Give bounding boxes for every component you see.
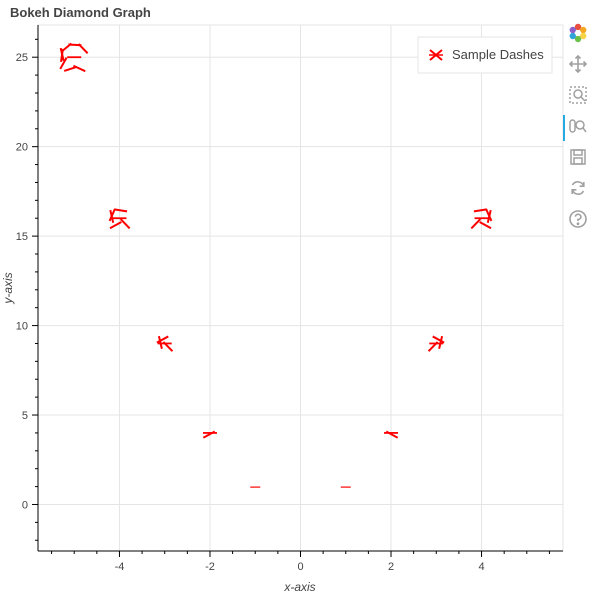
y-tick-label: 25 bbox=[16, 52, 28, 64]
y-axis-label: y-axis bbox=[1, 272, 15, 304]
y-tick-label: 20 bbox=[16, 142, 28, 154]
x-tick-label: 0 bbox=[297, 561, 303, 573]
x-tick-label: 2 bbox=[388, 561, 394, 573]
legend[interactable]: Sample Dashes bbox=[417, 36, 553, 74]
x-tick-label: 4 bbox=[478, 561, 484, 573]
data-point[interactable] bbox=[427, 335, 445, 352]
dash-mark bbox=[114, 208, 128, 213]
data-point[interactable] bbox=[108, 208, 131, 230]
y-tick-label: 15 bbox=[16, 231, 28, 243]
y-tick-label: 5 bbox=[22, 410, 28, 422]
dash-mark bbox=[156, 335, 169, 344]
dash-mark bbox=[479, 221, 492, 230]
legend-label: Sample Dashes bbox=[452, 47, 544, 62]
bokeh-logo-icon[interactable] bbox=[567, 22, 589, 44]
help-icon[interactable] bbox=[567, 208, 589, 230]
data-point[interactable] bbox=[202, 430, 217, 439]
data-point[interactable] bbox=[470, 208, 493, 230]
save-icon[interactable] bbox=[567, 146, 589, 168]
dash-mark bbox=[486, 209, 492, 223]
legend-glyph bbox=[429, 49, 443, 61]
dash-mark bbox=[438, 335, 444, 350]
dash-mark bbox=[473, 208, 487, 213]
x-tick-label: -2 bbox=[205, 561, 215, 573]
data-point[interactable] bbox=[59, 42, 89, 73]
toolbar bbox=[563, 22, 591, 239]
dash-mark bbox=[432, 335, 445, 344]
dash-mark bbox=[77, 43, 89, 54]
x-axis-label: x-axis bbox=[283, 580, 315, 594]
chart-title: Bokeh Diamond Graph bbox=[10, 5, 151, 20]
data-point[interactable] bbox=[384, 430, 399, 439]
dash-mark bbox=[59, 57, 68, 70]
dash-mark bbox=[108, 208, 116, 222]
y-tick-label: 0 bbox=[22, 499, 28, 511]
x-tick-label: -4 bbox=[115, 561, 125, 573]
dash-mark bbox=[157, 335, 163, 350]
box-zoom-icon[interactable] bbox=[567, 84, 589, 106]
dash-mark bbox=[109, 221, 122, 230]
y-tick-label: 10 bbox=[16, 321, 28, 333]
axes: -4 -2 0 2 4 0 5 10 15 20 25 bbox=[16, 25, 563, 573]
dash-mark bbox=[63, 66, 77, 72]
grid bbox=[38, 25, 563, 551]
pan-icon[interactable] bbox=[567, 53, 589, 75]
dash-mark bbox=[470, 218, 482, 230]
reset-icon[interactable] bbox=[567, 177, 589, 199]
wheel-zoom-icon[interactable] bbox=[563, 115, 589, 141]
data-point[interactable] bbox=[156, 335, 174, 352]
dash-mark bbox=[73, 64, 86, 73]
dash-mark bbox=[119, 218, 131, 230]
